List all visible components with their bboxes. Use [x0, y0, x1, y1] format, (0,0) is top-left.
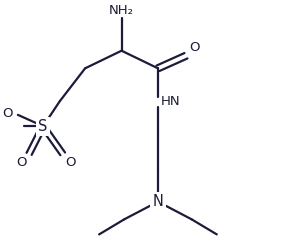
Text: O: O	[189, 42, 199, 54]
Text: HN: HN	[161, 94, 180, 108]
Text: O: O	[66, 156, 76, 169]
Text: O: O	[16, 156, 26, 169]
Text: S: S	[38, 119, 48, 134]
Text: NH₂: NH₂	[109, 4, 134, 17]
Text: N: N	[153, 194, 163, 209]
Text: O: O	[2, 107, 12, 120]
